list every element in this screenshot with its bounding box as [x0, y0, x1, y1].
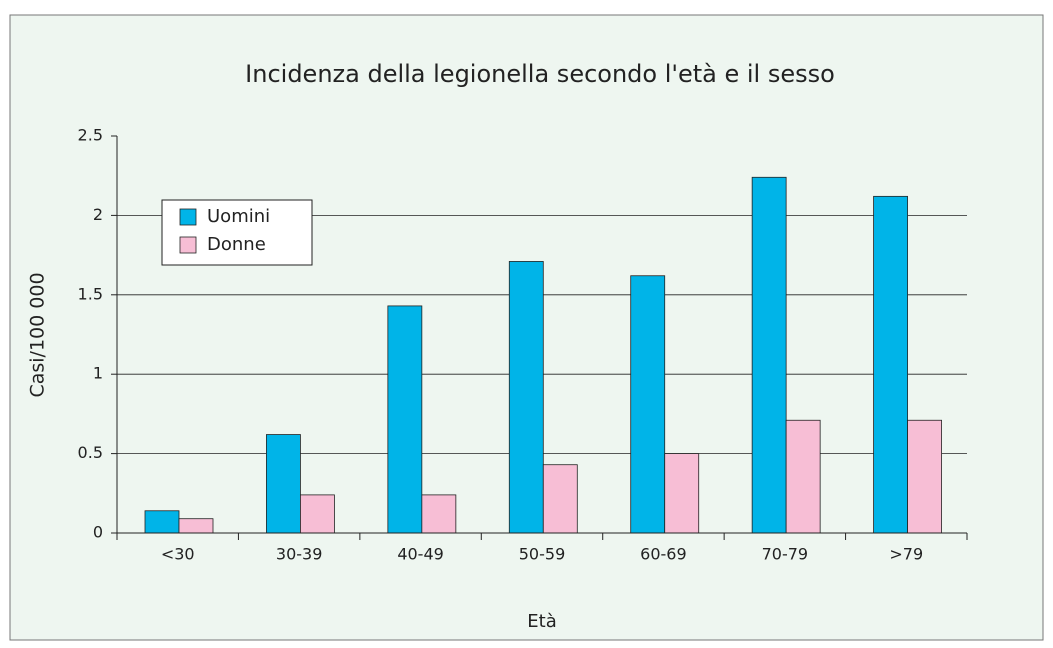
bar: [785, 419, 821, 534]
x-axis-label: Età: [527, 611, 556, 632]
y-tick-label: 2.5: [78, 126, 103, 145]
x-tick-label: >79: [889, 545, 923, 564]
x-tick-label: 70-79: [762, 545, 809, 564]
bar: [873, 195, 908, 534]
bar: [664, 453, 700, 534]
y-tick-label: 2: [93, 205, 103, 224]
chart-title: Incidenza della legionella secondo l'età…: [245, 60, 835, 88]
bar: [907, 419, 942, 534]
legend-label: Donne: [207, 234, 266, 255]
bar: [300, 494, 335, 534]
legend-swatch: [179, 208, 197, 226]
y-tick-label: 0: [93, 523, 103, 542]
y-axis-label: Casi/100 000: [27, 272, 49, 397]
y-tick-label: 1.5: [78, 284, 103, 303]
bar: [387, 305, 423, 534]
bar: [266, 434, 301, 534]
legend-swatch: [179, 236, 197, 254]
bar: [508, 261, 544, 534]
bar: [144, 510, 180, 534]
bar: [421, 494, 457, 534]
bar: [542, 464, 578, 534]
x-tick-label: 60-69: [640, 545, 687, 564]
x-tick-label: 40-49: [397, 545, 444, 564]
y-tick-label: 1: [93, 364, 103, 383]
x-tick-label: 50-59: [519, 545, 566, 564]
x-tick-label: 30-39: [276, 545, 323, 564]
bar: [178, 518, 214, 534]
y-tick-label: 0.5: [78, 443, 103, 462]
bar: [630, 275, 666, 534]
legend-label: Uomini: [207, 206, 270, 227]
x-tick-label: <30: [161, 545, 195, 564]
bar: [751, 176, 787, 534]
